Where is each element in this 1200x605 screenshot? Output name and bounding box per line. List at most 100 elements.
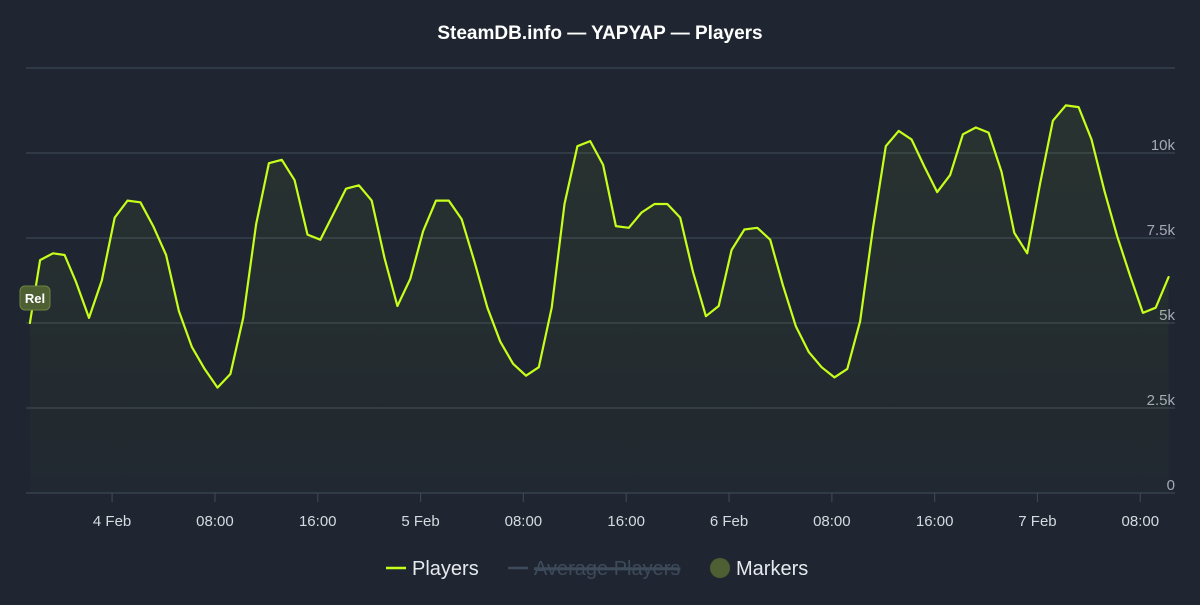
data-point[interactable] [176, 309, 181, 314]
data-point[interactable] [292, 178, 297, 183]
data-point[interactable] [703, 314, 708, 319]
y-tick-label: 7.5k [1147, 222, 1176, 239]
data-point[interactable] [434, 198, 439, 203]
data-point[interactable] [1038, 181, 1043, 186]
data-point[interactable] [845, 366, 850, 371]
data-point[interactable] [948, 173, 953, 178]
data-point[interactable] [305, 232, 310, 237]
data-point[interactable] [472, 259, 477, 264]
data-point[interactable] [369, 198, 374, 203]
data-point[interactable] [768, 237, 773, 242]
legend-item-markers[interactable]: Markers [710, 558, 808, 580]
data-point[interactable] [1050, 118, 1055, 123]
data-point[interactable] [498, 339, 503, 344]
data-point[interactable] [999, 169, 1004, 174]
data-point[interactable] [1115, 234, 1120, 239]
data-point[interactable] [524, 373, 529, 378]
data-point[interactable] [1166, 275, 1171, 280]
data-point[interactable] [922, 164, 927, 169]
data-point[interactable] [151, 224, 156, 229]
data-point[interactable] [279, 157, 284, 162]
data-point[interactable] [639, 210, 644, 215]
data-point[interactable] [742, 227, 747, 232]
legend-item-average-players[interactable]: Average Players [508, 558, 681, 580]
data-point[interactable] [691, 270, 696, 275]
data-point[interactable] [1140, 310, 1145, 315]
data-point[interactable] [729, 247, 734, 252]
legend: Players Average Players Markers [386, 558, 808, 580]
data-point[interactable] [421, 229, 426, 234]
data-point[interactable] [806, 349, 811, 354]
data-point[interactable] [652, 202, 657, 207]
data-point[interactable] [588, 139, 593, 144]
data-point[interactable] [755, 225, 760, 230]
data-point[interactable] [485, 305, 490, 310]
data-point[interactable] [665, 202, 670, 207]
data-point[interactable] [99, 278, 104, 283]
data-point[interactable] [536, 365, 541, 370]
data-point[interactable] [344, 186, 349, 191]
data-point[interactable] [1076, 105, 1081, 110]
data-point[interactable] [51, 251, 56, 256]
data-point[interactable] [382, 256, 387, 261]
data-point[interactable] [446, 198, 451, 203]
data-point[interactable] [38, 258, 43, 263]
data-point[interactable] [356, 183, 361, 188]
data-point[interactable] [254, 222, 259, 227]
data-point[interactable] [138, 200, 143, 205]
data-point[interactable] [781, 283, 786, 288]
data-point[interactable] [87, 315, 92, 320]
data-point[interactable] [125, 198, 130, 203]
data-point[interactable] [1025, 251, 1030, 256]
data-point[interactable] [189, 344, 194, 349]
data-point[interactable] [266, 161, 271, 166]
data-point[interactable] [241, 315, 246, 320]
data-point[interactable] [331, 212, 336, 217]
release-marker-label: Rel [25, 291, 45, 306]
data-point[interactable] [716, 304, 721, 309]
data-point[interactable] [832, 375, 837, 380]
data-point[interactable] [819, 365, 824, 370]
data-point[interactable] [459, 217, 464, 222]
data-point[interactable] [626, 225, 631, 230]
data-point[interactable] [318, 237, 323, 242]
series-line-players[interactable] [28, 104, 1170, 389]
release-marker-badge[interactable] [19, 285, 51, 311]
data-point[interactable] [575, 144, 580, 149]
data-point[interactable] [228, 372, 233, 377]
data-point[interactable] [74, 280, 79, 285]
data-point[interactable] [27, 321, 32, 326]
data-point[interactable] [562, 202, 567, 207]
data-point[interactable] [960, 132, 965, 137]
data-point[interactable] [215, 385, 220, 390]
data-point[interactable] [395, 304, 400, 309]
data-point[interactable] [1128, 273, 1133, 278]
data-point[interactable] [678, 215, 683, 220]
data-point[interactable] [613, 224, 618, 229]
data-point[interactable] [883, 144, 888, 149]
data-point[interactable] [601, 162, 606, 167]
marker-layer[interactable]: Rel [19, 285, 51, 311]
data-point[interactable] [511, 361, 516, 366]
data-point[interactable] [896, 128, 901, 133]
data-point[interactable] [973, 125, 978, 130]
data-point[interactable] [1089, 137, 1094, 142]
data-point[interactable] [1012, 230, 1017, 235]
data-point[interactable] [112, 215, 117, 220]
data-point[interactable] [1063, 103, 1068, 108]
data-point[interactable] [793, 324, 798, 329]
data-point[interactable] [858, 319, 863, 324]
data-point[interactable] [1153, 305, 1158, 310]
data-point[interactable] [986, 130, 991, 135]
data-point[interactable] [164, 253, 169, 258]
legend-item-players[interactable]: Players [386, 558, 479, 580]
data-point[interactable] [62, 253, 67, 258]
data-point[interactable] [202, 366, 207, 371]
data-point[interactable] [909, 137, 914, 142]
data-point[interactable] [1102, 188, 1107, 193]
data-point[interactable] [935, 190, 940, 195]
data-point[interactable] [871, 225, 876, 230]
data-point[interactable] [408, 276, 413, 281]
data-point[interactable] [549, 305, 554, 310]
